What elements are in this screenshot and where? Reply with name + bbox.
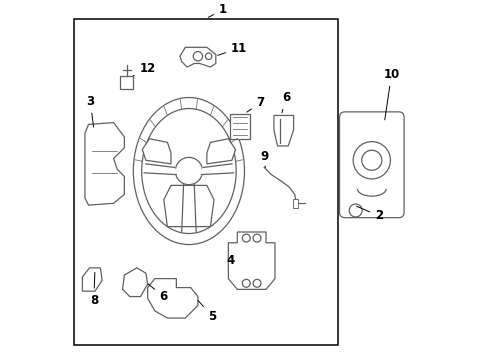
Polygon shape — [163, 185, 214, 226]
Text: 8: 8 — [90, 273, 98, 307]
Text: 12: 12 — [133, 62, 156, 76]
Polygon shape — [180, 47, 215, 67]
Bar — [120, 76, 133, 89]
Bar — [292, 199, 298, 208]
Text: 11: 11 — [217, 41, 247, 55]
Polygon shape — [147, 279, 198, 318]
Text: 1: 1 — [208, 3, 226, 17]
Polygon shape — [85, 123, 124, 205]
Circle shape — [242, 279, 250, 287]
Circle shape — [175, 157, 202, 185]
Text: 6: 6 — [148, 284, 167, 303]
Text: 5: 5 — [198, 300, 216, 323]
Polygon shape — [230, 114, 249, 139]
Text: 4: 4 — [226, 254, 235, 267]
Circle shape — [205, 53, 211, 59]
Circle shape — [253, 234, 261, 242]
Polygon shape — [273, 116, 293, 146]
Bar — [74, 19, 337, 345]
Polygon shape — [201, 164, 233, 175]
Text: 3: 3 — [86, 95, 94, 127]
Circle shape — [253, 279, 261, 287]
Text: 9: 9 — [260, 150, 268, 167]
Circle shape — [361, 150, 381, 170]
Text: 6: 6 — [281, 91, 290, 113]
Circle shape — [348, 204, 362, 217]
Polygon shape — [82, 268, 102, 291]
Ellipse shape — [133, 98, 244, 244]
Polygon shape — [142, 139, 171, 164]
Circle shape — [193, 51, 202, 61]
Text: 10: 10 — [383, 68, 399, 120]
Text: 2: 2 — [356, 206, 382, 222]
Circle shape — [242, 234, 250, 242]
FancyBboxPatch shape — [339, 112, 403, 218]
Text: 7: 7 — [246, 96, 264, 112]
Polygon shape — [206, 139, 235, 164]
Polygon shape — [144, 164, 176, 175]
Polygon shape — [122, 268, 147, 297]
Polygon shape — [228, 232, 274, 289]
Circle shape — [352, 141, 389, 179]
